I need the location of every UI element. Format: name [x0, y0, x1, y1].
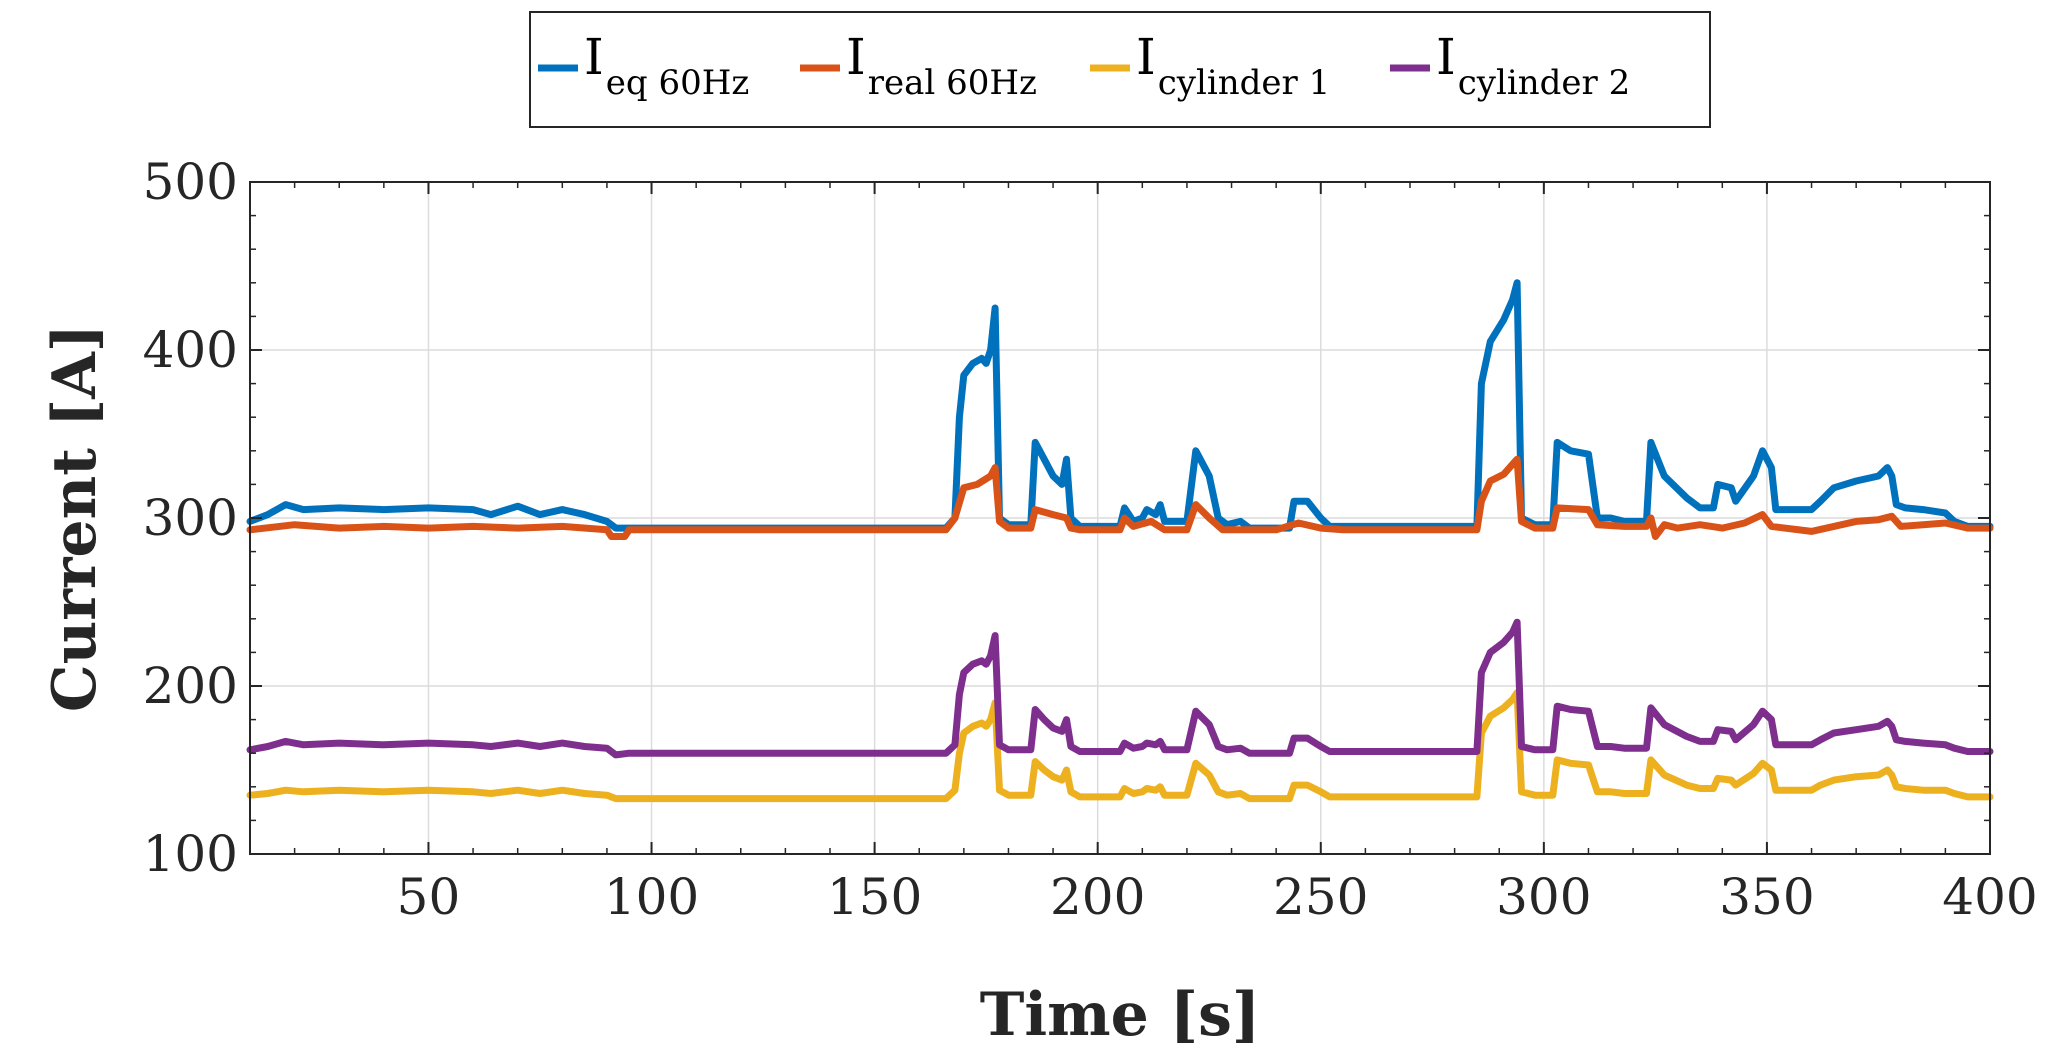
- legend: Ieq 60Hz Ireal 60Hz Icylinder 1 Icylinder 2: [529, 11, 1711, 128]
- legend-subscript: eq 60Hz: [606, 63, 750, 103]
- legend-main-text: I: [846, 28, 866, 86]
- series-line-3: [246, 689, 1994, 803]
- legend-subscript: cylinder 1: [1158, 63, 1330, 103]
- x-tick-label: 150: [827, 868, 922, 926]
- legend-entry-4: Icylinder 2: [1436, 28, 1630, 103]
- legend-main-text: I: [1436, 28, 1456, 86]
- legend-main-text: I: [1136, 28, 1156, 86]
- x-axis-title: Time [s]: [980, 980, 1261, 1050]
- y-tick-label: 300: [143, 489, 238, 547]
- y-tick-label: 500: [143, 153, 238, 211]
- legend-entry-3: Icylinder 1: [1136, 28, 1330, 103]
- x-tick-label: 250: [1273, 868, 1368, 926]
- y-tick-label: 400: [143, 321, 238, 379]
- x-tick-label: 400: [1942, 868, 2037, 926]
- series-line-4: [246, 618, 1994, 759]
- ticks: 50 100 150 200 250 300 350 400 100 200 300 400 500: [143, 153, 2038, 926]
- y-tick-label: 200: [143, 657, 238, 715]
- legend-entry-2: Ireal 60Hz: [846, 28, 1037, 103]
- y-axis-title: Current [A]: [40, 324, 110, 712]
- x-tick-label: 300: [1496, 868, 1591, 926]
- y-tick-label: 100: [143, 825, 238, 883]
- legend-subscript: real 60Hz: [868, 63, 1037, 103]
- x-tick-label: 50: [397, 868, 461, 926]
- x-tick-label: 350: [1719, 868, 1814, 926]
- series-line-2: [246, 455, 1994, 540]
- x-tick-label: 100: [604, 868, 699, 926]
- series-group: [246, 279, 1994, 803]
- legend-subscript: cylinder 2: [1458, 63, 1630, 103]
- legend-main-text: I: [584, 28, 604, 86]
- x-tick-label: 200: [1050, 868, 1145, 926]
- legend-entry-1: Ieq 60Hz: [584, 28, 749, 103]
